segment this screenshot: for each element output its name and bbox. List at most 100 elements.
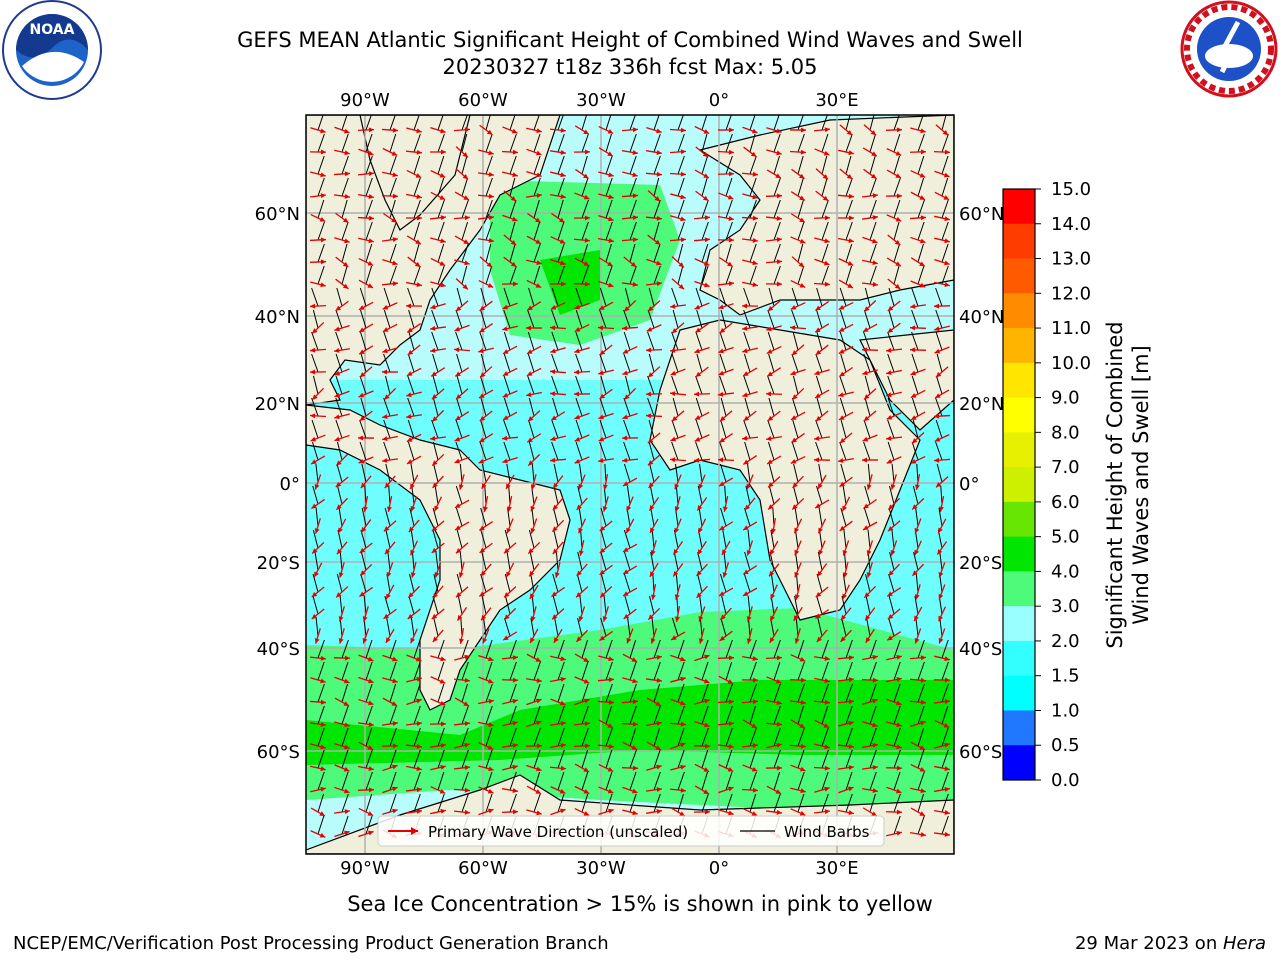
colorbar-tick-label: 7.0 <box>1051 457 1080 478</box>
wave-arrow-head <box>528 460 534 466</box>
colorbar-label-line1: Significant Height of Combined <box>1103 321 1127 648</box>
wave-arrow-head <box>407 349 414 355</box>
wave-arrow-head <box>622 349 629 354</box>
wind-barb <box>455 309 463 329</box>
wave-arrow-head <box>320 744 326 750</box>
wave-arrow-head <box>775 173 781 179</box>
wave-arrow-head <box>632 699 638 705</box>
wind-barb <box>575 331 583 351</box>
wave-arrow-head <box>487 678 494 684</box>
wave-arrow-head <box>722 572 728 578</box>
wind-barb <box>677 771 685 791</box>
wave-arrow-head <box>440 764 446 770</box>
wave-arrow-head <box>368 721 374 727</box>
wave-arrow-head <box>767 371 773 377</box>
wind-barb <box>629 155 637 175</box>
wind-barb <box>437 155 445 175</box>
left-lat-label: 20°N <box>255 394 300 415</box>
wind-barb <box>533 639 541 659</box>
wave-arrow-head <box>584 281 590 287</box>
wave-arrow-head <box>368 238 374 244</box>
nws-logo <box>1180 0 1278 98</box>
wave-arrow-head <box>512 788 518 793</box>
wind-barb <box>821 265 829 285</box>
wind-barb <box>797 727 805 747</box>
wind-barb <box>816 573 823 593</box>
wave-arrow-head <box>386 506 392 512</box>
wave-arrow-head <box>576 592 582 598</box>
wind-barb <box>941 177 949 197</box>
wind-barb <box>917 133 925 153</box>
wave-arrow-head <box>608 699 614 705</box>
wave-arrow-head <box>367 745 374 750</box>
wave-arrow-head <box>410 637 416 644</box>
wave-arrow-head <box>359 372 366 378</box>
wave-arrow-head <box>670 370 677 376</box>
wind-barb <box>701 243 709 263</box>
wave-arrow-head <box>320 282 326 288</box>
wave-arrow-head <box>368 215 374 221</box>
wind-barb <box>840 507 847 527</box>
wave-arrow-head <box>838 349 845 354</box>
wind-barb <box>720 463 727 483</box>
wind-barb <box>653 155 661 175</box>
wave-arrow-head <box>358 392 365 398</box>
wave-arrow-head <box>432 460 438 466</box>
wave-arrow-head <box>842 572 848 578</box>
wave-arrow-head <box>439 195 446 200</box>
wave-arrow-head <box>607 767 614 772</box>
wind-barb <box>341 727 349 747</box>
wave-arrow-head <box>872 281 878 287</box>
wave-arrow-head <box>823 260 830 266</box>
wave-arrow-head <box>512 655 518 661</box>
wind-barb <box>460 617 463 637</box>
wave-arrow-head <box>320 699 326 705</box>
wind-barb <box>815 375 823 395</box>
wave-arrow-head <box>391 217 397 223</box>
wind-barb <box>863 441 871 461</box>
wind-barb <box>581 221 589 241</box>
wave-arrow-head <box>574 369 580 375</box>
wave-arrow-head <box>530 637 535 644</box>
wind-barb <box>359 419 367 439</box>
wind-barb <box>533 221 541 241</box>
wind-barb <box>889 485 895 505</box>
wind-barb <box>795 617 799 637</box>
colorbar-segment <box>1003 501 1035 538</box>
wind-barb <box>433 463 439 483</box>
wave-arrow-head <box>551 591 557 597</box>
wind-barb <box>551 331 559 351</box>
wind-barb <box>432 507 439 527</box>
wave-arrow-head <box>872 742 878 748</box>
wind-barb <box>725 749 733 769</box>
wave-arrow-head <box>608 216 614 222</box>
wave-arrow-head <box>550 304 557 310</box>
wind-barb <box>432 529 439 549</box>
wave-arrow-head <box>919 195 926 200</box>
wind-barb <box>653 639 661 659</box>
wind-barb <box>317 265 325 285</box>
wave-arrow-head <box>336 504 342 510</box>
wave-arrow-head <box>673 549 679 555</box>
wave-arrow-head <box>632 127 638 133</box>
footer-host: Hera <box>1222 933 1266 954</box>
wave-arrow-head <box>360 482 366 489</box>
wind-barb <box>485 155 493 175</box>
wave-arrow-head <box>872 698 878 704</box>
wave-arrow-head <box>910 347 916 353</box>
wave-arrow-head <box>608 172 614 178</box>
colorbar-tick-label: 1.0 <box>1051 700 1080 721</box>
wave-arrow-head <box>722 549 727 555</box>
wave-arrow-head <box>776 128 782 134</box>
wind-barb <box>413 683 421 703</box>
wave-arrow-head <box>578 527 583 534</box>
wind-barb <box>767 375 775 395</box>
wind-barb <box>456 529 463 549</box>
wave-arrow-head <box>530 505 536 512</box>
wave-arrow-head <box>416 698 422 704</box>
wind-barb <box>341 177 349 197</box>
wind-barb <box>437 793 445 813</box>
wave-arrow-head <box>416 194 422 200</box>
wave-arrow-head <box>502 349 509 354</box>
wave-arrow-head <box>870 130 876 136</box>
